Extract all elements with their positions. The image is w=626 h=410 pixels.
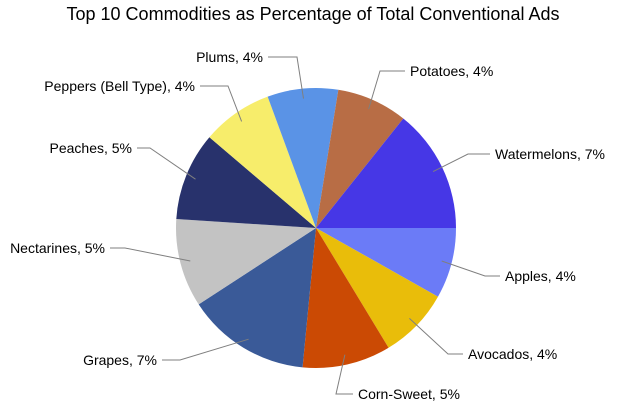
slice-label-plums: Plums, 4% <box>196 49 263 65</box>
pie-slice-apples <box>316 228 456 297</box>
slice-label-grapes: Grapes, 7% <box>83 352 157 368</box>
leader-line-avocados <box>409 318 463 355</box>
slice-label-peppers-bell-type: Peppers (Bell Type), 4% <box>44 78 195 94</box>
slice-label-avocados: Avocados, 4% <box>468 346 557 362</box>
pie-slice-plums <box>267 87 339 228</box>
leader-line-plums <box>268 56 304 99</box>
leader-line-peaches <box>137 147 196 180</box>
slice-label-potatoes: Potatoes, 4% <box>410 63 493 79</box>
slice-label-watermelons: Watermelons, 7% <box>495 146 605 162</box>
slice-label-corn-sweet: Corn-Sweet, 5% <box>358 386 460 402</box>
pie-slice-nectarines <box>176 219 316 305</box>
pie-slice-peppers-bell-type <box>209 96 316 228</box>
leader-line-watermelons <box>432 153 490 173</box>
pie-slice-corn-sweet <box>302 228 389 368</box>
pie-labels: Apples, 4% Avocados, 4% Corn-Sweet, 5% Grap… <box>10 49 605 402</box>
pie-slices <box>176 87 456 368</box>
leader-line-grapes <box>162 338 249 361</box>
leader-line-apples <box>441 260 500 277</box>
pie-slice-peaches <box>176 137 316 228</box>
leader-line-peppers-bell-type <box>200 85 243 122</box>
slice-label-nectarines: Nectarines, 5% <box>10 240 105 256</box>
slice-label-apples: Apples, 4% <box>505 268 576 284</box>
pie-slice-grapes <box>198 228 316 368</box>
pie-slice-avocados <box>316 228 438 348</box>
leader-line-nectarines <box>110 247 191 262</box>
pie-slice-potatoes <box>316 89 404 228</box>
leader-line-potatoes <box>368 70 405 110</box>
chart-title: Top 10 Commodities as Percentage of Tota… <box>66 4 560 24</box>
leader-line-corn-sweet <box>335 354 353 395</box>
slice-label-peaches: Peaches, 5% <box>50 140 133 156</box>
pie-slice-watermelons <box>316 118 456 228</box>
